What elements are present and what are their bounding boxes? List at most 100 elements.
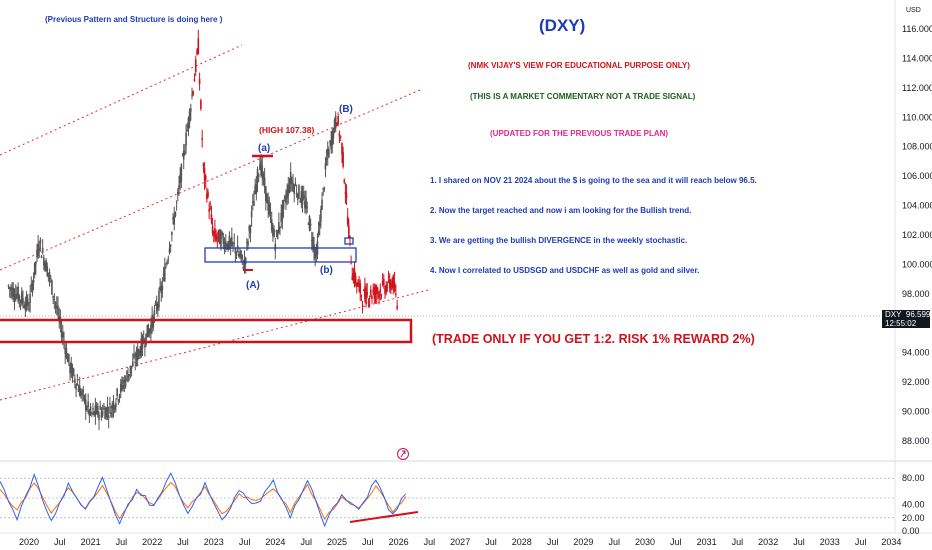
candle-body xyxy=(361,305,364,306)
candle-body xyxy=(148,328,151,333)
candle-body xyxy=(146,324,149,338)
candle-body xyxy=(227,241,229,250)
price-tick-label: 112.000 xyxy=(902,83,932,93)
candle-body xyxy=(296,194,299,200)
candle-body xyxy=(377,291,379,293)
price-tick-label: 88.000 xyxy=(902,436,930,446)
candle-body xyxy=(301,191,304,205)
candle-body xyxy=(298,185,300,198)
candle-body xyxy=(261,165,264,177)
candle-body xyxy=(172,217,174,220)
time-tick-label: 2031 xyxy=(697,537,717,547)
candle-body xyxy=(89,406,92,413)
candle-body xyxy=(285,198,287,203)
candle-body xyxy=(90,412,93,414)
candle-body xyxy=(339,136,342,138)
candle-body xyxy=(76,383,79,385)
candle-body xyxy=(175,202,178,204)
candle-body xyxy=(71,367,74,379)
candle-body xyxy=(323,187,326,190)
candle-body xyxy=(136,349,139,361)
time-tick-label: Jul xyxy=(177,537,189,547)
candle-body xyxy=(333,119,336,131)
candle-body xyxy=(115,403,117,407)
candle-body xyxy=(194,59,197,73)
candle-body xyxy=(385,284,387,293)
candle-body xyxy=(235,253,238,256)
stoch-tick-label: 80.00 xyxy=(902,473,925,483)
candle-body xyxy=(135,350,138,359)
candle-body xyxy=(196,50,198,55)
candle-body xyxy=(38,248,41,251)
candle-body xyxy=(393,282,396,292)
candle-body xyxy=(206,193,208,200)
candle-body xyxy=(210,213,213,221)
time-tick-label: 2025 xyxy=(327,537,347,547)
candle-body xyxy=(41,247,44,253)
candle-body xyxy=(171,231,173,236)
candle-body xyxy=(60,330,63,338)
time-tick-label: Jul xyxy=(54,537,66,547)
candle-body xyxy=(138,349,140,355)
candle-body xyxy=(253,200,255,206)
candle-body xyxy=(104,410,106,420)
candle-body xyxy=(176,191,179,195)
candle-body xyxy=(328,148,330,158)
candle-body xyxy=(167,258,170,260)
candle-body xyxy=(348,225,350,238)
candle-body xyxy=(163,267,166,281)
candle-body xyxy=(116,388,118,397)
time-tick-label: Jul xyxy=(485,537,497,547)
candle-body xyxy=(94,405,97,416)
candle-body xyxy=(17,286,19,302)
candle-body xyxy=(381,281,384,285)
candle-body xyxy=(353,269,356,283)
candle-body xyxy=(391,282,393,287)
candle-body xyxy=(220,234,222,248)
candle-body xyxy=(66,356,69,362)
wave-label-B: (B) xyxy=(339,104,353,115)
candle-body xyxy=(379,289,382,293)
price-tick-label: 102.000 xyxy=(902,230,932,240)
candle-body xyxy=(336,122,338,126)
candle-body xyxy=(273,229,275,237)
stochastic-axis: 80.00 40.00 20.00 0.00 xyxy=(902,473,925,536)
candle-body xyxy=(293,185,296,194)
note-2: 2. Now the target reached and now i am l… xyxy=(430,206,692,215)
candle-body xyxy=(123,379,126,384)
candle-body xyxy=(286,191,288,199)
candle-body xyxy=(65,348,68,358)
candle-body xyxy=(231,236,233,246)
candle-body xyxy=(216,237,219,239)
event-icon[interactable] xyxy=(397,448,409,460)
candle-body xyxy=(168,248,171,253)
time-tick-label: Jul xyxy=(424,537,436,547)
candle-body xyxy=(37,244,39,257)
last-price-countdown: 12:55:02 xyxy=(885,319,917,328)
candle-body xyxy=(112,402,115,411)
candle-body xyxy=(242,266,245,269)
candle-body xyxy=(139,351,141,357)
price-tick-label: 100.000 xyxy=(902,259,932,269)
candle-body xyxy=(306,206,309,208)
candle-body xyxy=(222,238,225,245)
candle-body xyxy=(267,200,269,211)
candle-body xyxy=(255,183,258,194)
price-tick-label: 108.000 xyxy=(902,142,932,152)
candle-body xyxy=(209,208,212,209)
candle-body xyxy=(357,281,359,287)
candle-body xyxy=(145,333,147,345)
candle-body xyxy=(11,287,13,298)
candle-body xyxy=(181,155,184,157)
candle-body xyxy=(97,405,99,416)
candle-body xyxy=(292,183,294,190)
candle-body xyxy=(349,235,351,238)
candle-body xyxy=(358,282,360,286)
candle-body xyxy=(388,279,391,288)
candle-body xyxy=(329,141,331,144)
candle-body xyxy=(338,133,341,137)
channel-line xyxy=(0,289,429,401)
candle-body xyxy=(248,226,251,231)
candle-body xyxy=(272,228,274,237)
